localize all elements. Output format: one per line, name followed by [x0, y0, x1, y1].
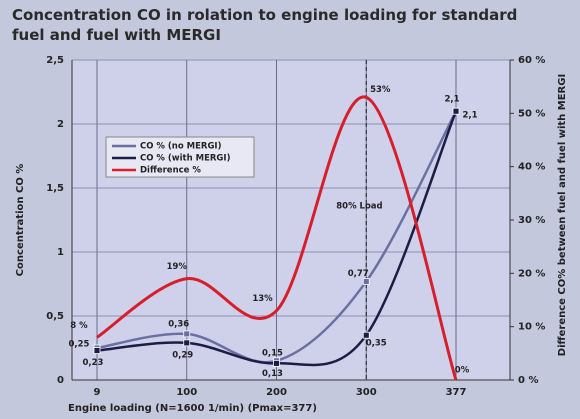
value-label: 19%: [167, 262, 188, 272]
y2-axis-label: Difference CO% between fuel and fuel wit…: [557, 74, 568, 356]
y-tick-label: 2: [57, 119, 64, 130]
x-tick-label: 377: [446, 387, 467, 398]
annotation: 80% Load: [336, 202, 382, 212]
marker: [93, 347, 101, 354]
y-tick-label: 0: [57, 375, 64, 386]
value-label: 0,35: [366, 339, 387, 349]
marker: [452, 107, 460, 115]
value-label: 2,1: [444, 95, 459, 105]
x-tick-label: 100: [176, 387, 197, 398]
x-tick-label: 200: [266, 387, 287, 398]
y2-tick-label: 40 %: [518, 162, 545, 173]
series-line: [96, 110, 458, 364]
y-tick-label: 0,5: [46, 311, 64, 322]
value-label: 0,13: [262, 369, 283, 379]
plot-area: [72, 60, 510, 380]
marker: [362, 331, 370, 339]
series-line: [96, 95, 458, 381]
value-label: 2,1: [462, 111, 477, 121]
y2-tick-label: 10 %: [518, 322, 545, 333]
y2-tick-label: 60 %: [518, 55, 545, 66]
value-label: 0,36: [168, 319, 189, 329]
value-label: 0,15: [262, 348, 283, 358]
value-label: 53%: [370, 85, 391, 95]
y2-tick-label: 0 %: [518, 375, 538, 386]
y-tick-label: 2,5: [46, 55, 64, 66]
chart-title: fuel and fuel with MERGI: [12, 26, 221, 44]
y-tick-label: 1,5: [46, 183, 64, 194]
y2-tick-label: 20 %: [518, 268, 545, 279]
marker: [362, 278, 370, 285]
chart-title: Concentration CO in rolation to engine l…: [12, 6, 517, 24]
value-label: 13%: [252, 294, 273, 304]
value-label: 8 %: [70, 321, 88, 331]
legend-label: Difference %: [140, 166, 201, 176]
legend-label: CO % (with MERGI): [140, 154, 231, 164]
legend-label: CO % (no MERGI): [140, 142, 222, 152]
marker: [183, 339, 191, 347]
value-label: 0,25: [69, 340, 90, 350]
y-axis-label: Concentration CO %: [15, 164, 26, 277]
marker: [183, 330, 191, 338]
value-label: 0,77: [348, 269, 369, 279]
value-label: 0,29: [172, 350, 193, 360]
y2-tick-label: 30 %: [518, 215, 545, 226]
value-label: 0%: [455, 366, 470, 376]
x-tick-label: 300: [356, 387, 377, 398]
x-tick-label: 9: [94, 387, 101, 398]
y2-tick-label: 50 %: [518, 108, 545, 119]
x-axis-label: Engine loading (N=1600 1/min) (Pmax=377): [68, 403, 317, 414]
value-label: 0,23: [83, 358, 104, 368]
marker: [273, 359, 280, 367]
y-tick-label: 1: [57, 247, 64, 258]
